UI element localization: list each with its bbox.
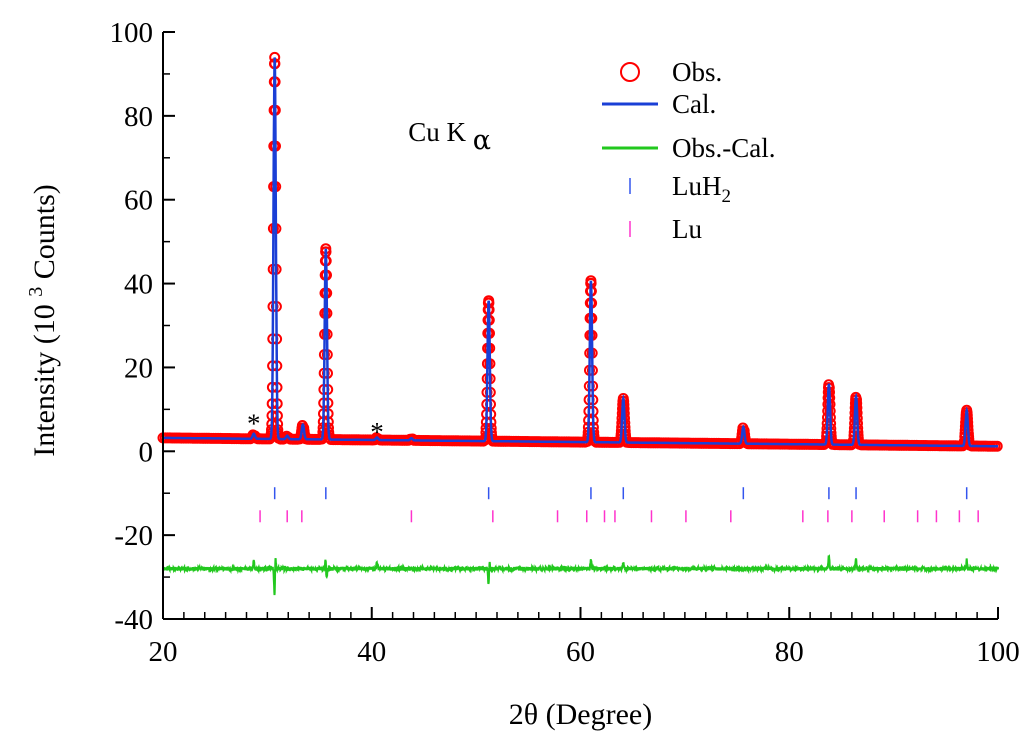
annotation-subscript: α [473, 125, 491, 156]
axes: 20 40 60 80 100 -40 -20 0 20 40 60 80 100 [110, 17, 1020, 668]
legend-obs-label: Obs. [672, 57, 722, 87]
x-tick-label: 80 [775, 636, 804, 668]
cal-line [163, 57, 999, 448]
x-tick-label: 60 [566, 636, 595, 668]
legend: Obs.Cal. Obs.-Cal. LuH2 Lu [602, 57, 776, 244]
x-tick-label: 20 [149, 636, 178, 668]
series-cal [163, 57, 999, 448]
legend-obs-cal-label: Obs.-Cal. [672, 133, 776, 163]
y-tick-label: 40 [124, 269, 153, 301]
reflection-ticks [259, 487, 979, 523]
legend-lu-label: Lu [672, 214, 702, 244]
y-tick-label: 100 [110, 17, 154, 49]
y-tick-label: 20 [124, 352, 153, 384]
y-axis-title-end: Counts) [28, 184, 61, 279]
impurity-star: * [247, 408, 261, 438]
y-axis-title-exponent: 3 [25, 287, 47, 297]
legend-luh-label: LuH2 [672, 171, 731, 207]
y-axis-title: Intensity (10 3 Counts) [16, 184, 61, 457]
y-tick-label: -20 [114, 520, 153, 552]
data-layer: * * [157, 51, 1003, 596]
impurity-markers: * * [247, 408, 384, 446]
x-tick-label: 40 [357, 636, 386, 668]
x-tick-label: 100 [976, 636, 1020, 668]
impurity-star: * [370, 417, 384, 447]
difference-line [162, 553, 999, 596]
y-tick-label: 0 [139, 436, 154, 468]
legend-obs-symbol [620, 62, 640, 82]
y-axis-title-main: Intensity (10 [28, 304, 61, 456]
series-obs [157, 51, 1003, 452]
annotation-main: Cu K [408, 117, 466, 147]
y-tick-label: 60 [124, 185, 153, 217]
series-obs-minus-cal [162, 553, 999, 596]
legend-cal-label: Cal. [672, 89, 716, 119]
radiation-annotation: Cu K α [408, 117, 491, 156]
y-tick-label: 80 [124, 101, 153, 133]
y-tick-label: -40 [114, 604, 153, 636]
x-axis-title: 2θ (Degree) [509, 698, 652, 731]
